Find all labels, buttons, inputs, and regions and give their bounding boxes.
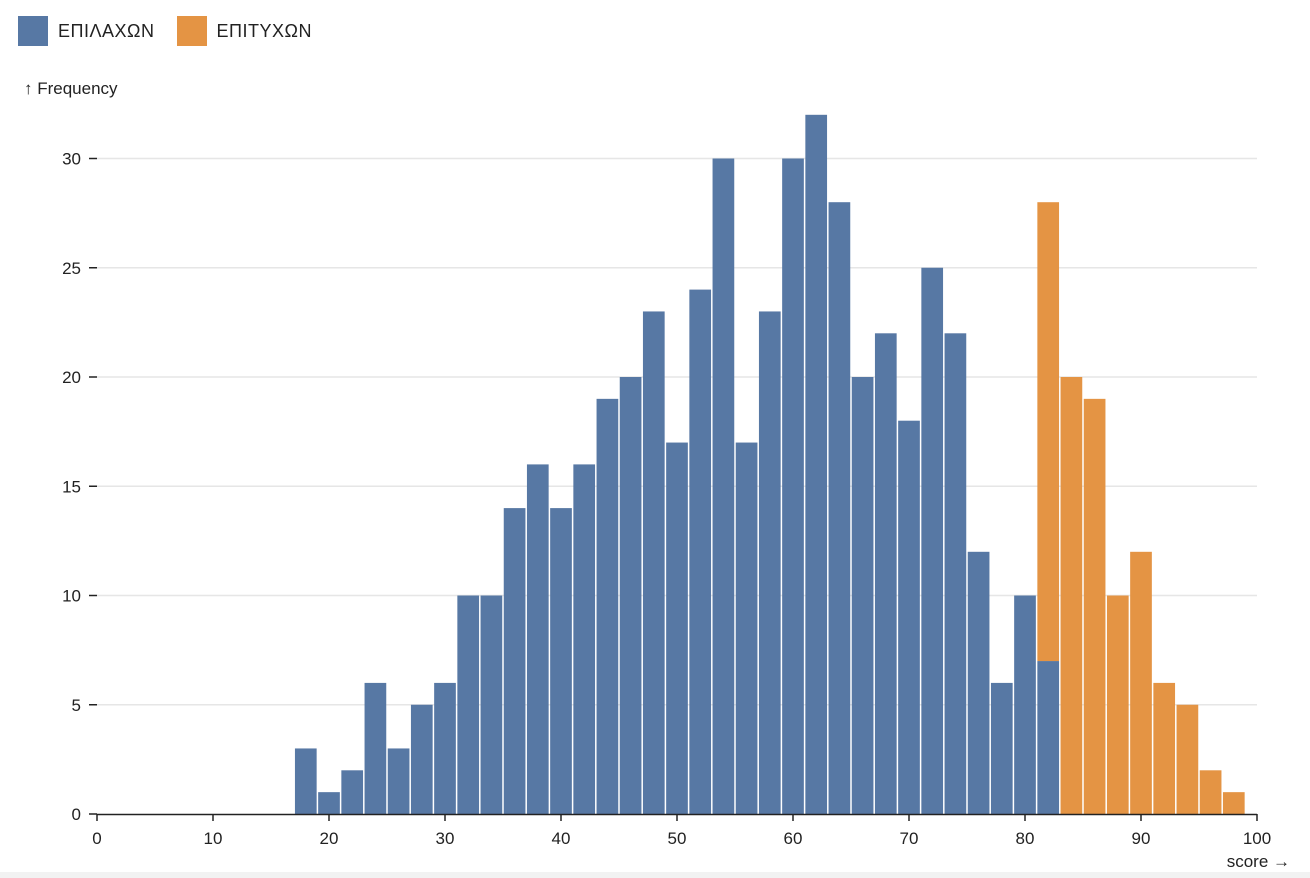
y-tick-label-30: 30 [62,150,81,169]
x-tick-label-50: 50 [668,829,687,848]
bar-epitychon-81[interactable] [1037,202,1060,662]
x-axis-title: score → [1227,852,1290,871]
bar-epilaxon-61[interactable] [805,114,828,815]
legend-swatch-epitychon [176,16,207,46]
bar-epilaxon-45[interactable] [619,377,642,814]
x-tick-label-40: 40 [552,829,571,848]
y-tick-label-15: 15 [62,477,81,496]
y-tick-label-0: 0 [72,805,81,824]
x-axis: 0 10 20 30 40 50 60 70 80 90 100 [92,813,1271,848]
bar-epilaxon-71[interactable] [921,267,944,814]
bar-epitychon-91[interactable] [1153,682,1176,814]
bar-epilaxon-75[interactable] [967,551,990,814]
x-tick-label-0: 0 [92,829,101,848]
x-tick-label-80: 80 [1016,829,1035,848]
bar-epilaxon-17[interactable] [294,748,317,814]
bar-epitychon-83[interactable] [1060,377,1083,814]
y-axis: 0 5 10 15 20 25 30 [62,150,97,824]
bar-epitychon-85[interactable] [1083,398,1106,814]
legend-item-epitychon[interactable]: ΕΠΙΤΥΧΩΝ [176,16,312,46]
bar-epilaxon-35[interactable] [503,508,526,814]
bar-epilaxon-39[interactable] [550,508,572,814]
x-tick-label-30: 30 [436,829,455,848]
legend-item-epilaxon[interactable]: ΕΠΙΛΑΧΩΝ [18,16,155,46]
bar-epilaxon-51[interactable] [689,289,712,815]
bar-epilaxon-81[interactable] [1037,661,1060,814]
bar-epilaxon-53[interactable] [712,158,735,815]
bar-epilaxon-41[interactable] [573,464,596,814]
bar-epilaxon-65[interactable] [851,377,874,814]
bar-epilaxon-79[interactable] [1014,595,1036,815]
y-tick-label-5: 5 [72,696,81,715]
legend-swatch-epilaxon [18,16,48,46]
y-tick-label-25: 25 [62,259,81,278]
legend-label-epitychon: ΕΠΙΤΥΧΩΝ [216,20,312,41]
bar-epilaxon-63[interactable] [828,202,851,814]
bar-epilaxon-59[interactable] [782,158,804,815]
bar-epilaxon-25[interactable] [387,748,410,814]
x-tick-label-20: 20 [320,829,339,848]
y-tick-label-20: 20 [62,368,81,387]
bar-epilaxon-43[interactable] [596,398,619,814]
bar-epilaxon-77[interactable] [990,682,1013,814]
bar-epilaxon-31[interactable] [457,595,480,815]
x-tick-label-90: 90 [1132,829,1151,848]
bar-epilaxon-57[interactable] [758,311,781,814]
bar-epilaxon-19[interactable] [318,792,340,814]
bar-epilaxon-73[interactable] [944,333,967,814]
bar-epitychon-87[interactable] [1106,595,1129,815]
x-tick-label-10: 10 [204,829,223,848]
bar-epilaxon-49[interactable] [666,442,688,814]
bars [294,114,1245,815]
x-tick-label-70: 70 [900,829,919,848]
bar-epitychon-95[interactable] [1199,770,1222,814]
y-tick-label-10: 10 [62,587,81,606]
bar-epilaxon-37[interactable] [526,464,549,814]
bar-epilaxon-29[interactable] [434,682,456,814]
bottom-strip [0,872,1310,878]
bar-epilaxon-55[interactable] [735,442,758,814]
bar-epilaxon-27[interactable] [410,704,433,814]
bar-epitychon-89[interactable] [1130,551,1152,814]
legend-label-epilaxon: ΕΠΙΛΑΧΩΝ [58,20,155,41]
legend: ΕΠΙΛΑΧΩΝ ΕΠΙΤΥΧΩΝ [18,16,312,46]
bar-epilaxon-33[interactable] [480,595,503,815]
bar-epitychon-93[interactable] [1176,704,1199,814]
bar-epilaxon-67[interactable] [874,333,897,814]
bar-epilaxon-21[interactable] [341,770,364,814]
x-tick-label-100: 100 [1243,829,1271,848]
bar-epilaxon-69[interactable] [898,420,920,814]
bar-epitychon-97[interactable] [1222,792,1245,814]
bar-epilaxon-23[interactable] [364,682,387,814]
x-tick-label-60: 60 [784,829,803,848]
bar-epilaxon-47[interactable] [642,311,665,814]
y-axis-title: ↑ Frequency [24,79,118,98]
